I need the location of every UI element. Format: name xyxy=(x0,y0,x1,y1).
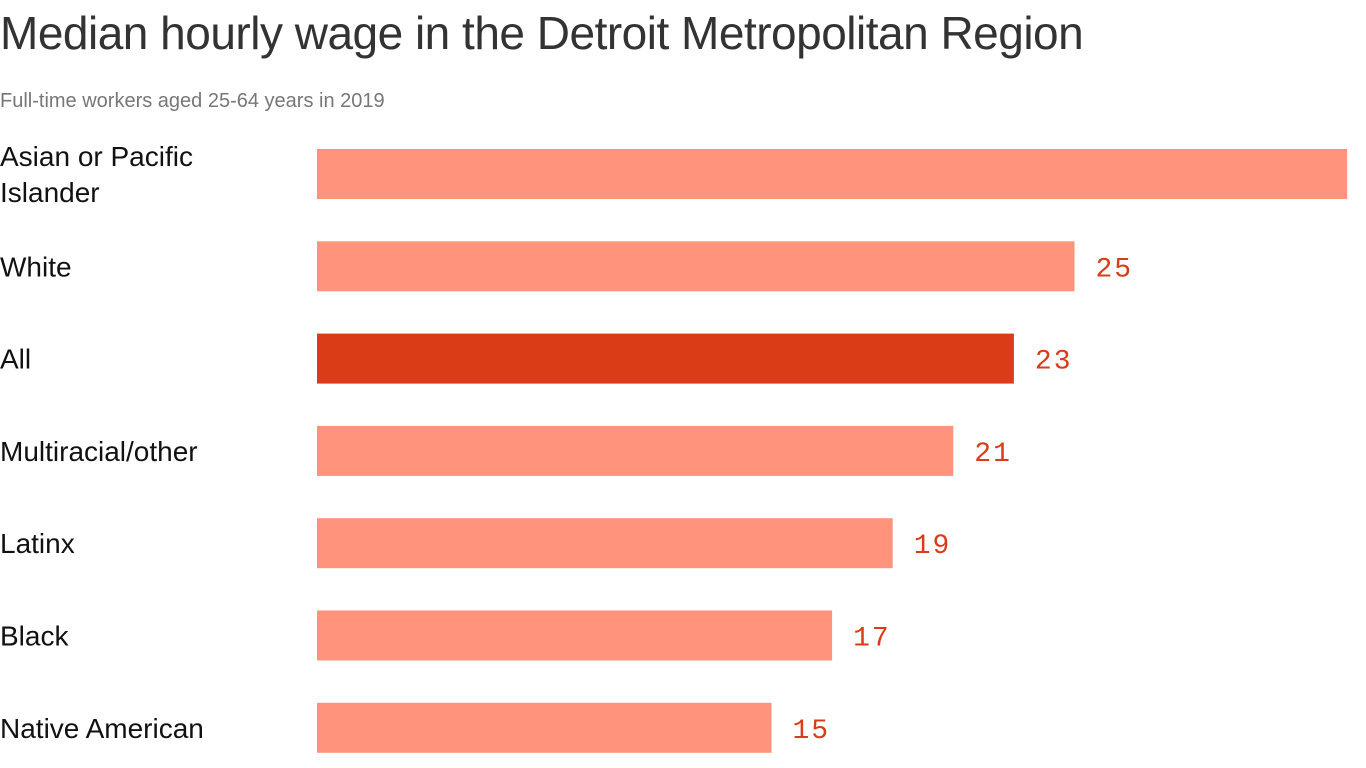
value-label: 19 xyxy=(914,531,952,562)
chart-subtitle: Full-time workers aged 25-64 years in 20… xyxy=(0,90,385,112)
category-label: All xyxy=(0,344,31,375)
category-label: Black xyxy=(0,621,69,652)
bar xyxy=(317,702,772,753)
category-label: White xyxy=(0,251,72,282)
category-label: Asian or Pacific Islander xyxy=(0,141,193,208)
bar xyxy=(317,610,833,661)
value-label: 25 xyxy=(1096,254,1134,285)
bar xyxy=(317,241,1075,292)
category-label: Multiracial/other xyxy=(0,436,198,467)
bar xyxy=(317,333,1014,384)
category-label: Latinx xyxy=(0,528,75,559)
bar xyxy=(317,149,1348,199)
category-label: Native American xyxy=(0,713,204,744)
value-label: 15 xyxy=(793,716,831,747)
bar xyxy=(317,518,893,569)
chart-title: Median hourly wage in the Detroit Metrop… xyxy=(0,7,1084,59)
value-label: 17 xyxy=(853,624,891,655)
bar xyxy=(317,425,954,476)
value-label: 21 xyxy=(974,439,1012,470)
value-label: 23 xyxy=(1035,347,1073,378)
